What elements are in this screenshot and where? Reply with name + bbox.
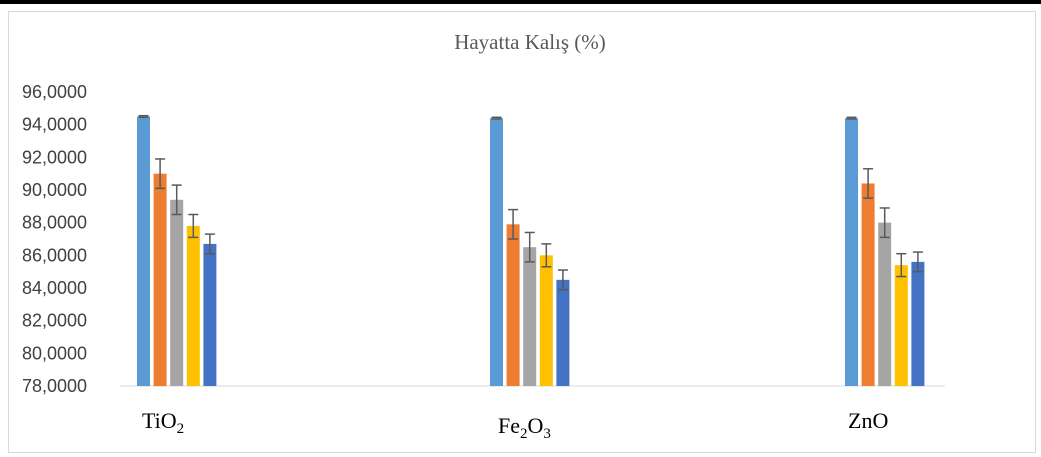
top-border	[0, 0, 1041, 4]
chart-title: Hayatta Kalış (%)	[454, 30, 606, 54]
bar	[490, 118, 503, 386]
category-label: TiO2	[142, 408, 184, 437]
bar	[861, 183, 875, 386]
bar	[539, 255, 553, 386]
category-label: ZnO	[848, 408, 888, 433]
y-tick-label: 94,0000	[22, 115, 87, 135]
bar	[186, 225, 200, 386]
y-tick-label: 96,0000	[22, 82, 87, 102]
y-tick-label: 86,0000	[22, 245, 87, 265]
bar	[911, 261, 925, 386]
y-tick-label: 78,0000	[22, 376, 87, 396]
bar	[153, 173, 167, 386]
bar	[523, 247, 537, 386]
bar	[506, 224, 520, 386]
bar	[878, 222, 892, 386]
y-tick-label: 80,0000	[22, 343, 87, 363]
bar	[894, 265, 908, 386]
y-tick-label: 88,0000	[22, 213, 87, 233]
y-tick-label: 82,0000	[22, 311, 87, 331]
y-tick-label: 84,0000	[22, 278, 87, 298]
y-tick-label: 92,0000	[22, 147, 87, 167]
category-label: Fe2O3	[498, 413, 551, 442]
bar	[203, 243, 217, 386]
bar	[137, 116, 150, 386]
bar	[556, 279, 570, 386]
y-tick-label: 90,0000	[22, 180, 87, 200]
bar	[170, 199, 184, 386]
bar	[845, 118, 858, 386]
